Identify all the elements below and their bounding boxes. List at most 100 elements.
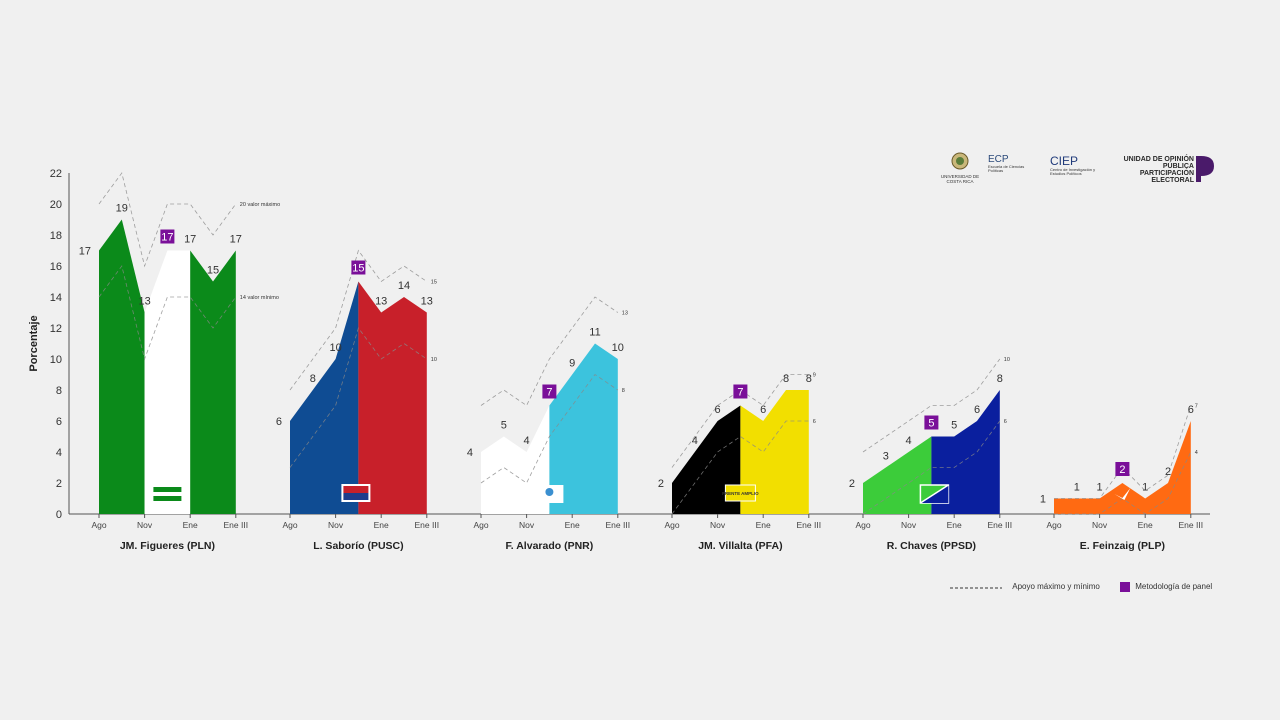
- x-tick-label: Ago: [664, 520, 679, 530]
- panel-marker: [542, 384, 557, 399]
- y-axis-title: Porcentaje: [28, 315, 40, 371]
- value-label: 6: [1188, 404, 1194, 416]
- max-end-label: 9: [813, 373, 816, 379]
- uop-logo-line2: PARTICIPACIÓN ELECTORAL: [1139, 170, 1194, 184]
- x-tick-label: Ene: [756, 520, 771, 530]
- y-tick-label: 10: [50, 354, 62, 366]
- value-label: 15: [207, 265, 219, 277]
- value-label: 5: [951, 420, 957, 432]
- pusc-flag-icon: [343, 493, 369, 500]
- candidate-label: E. Feinzaig (PLP): [1080, 540, 1165, 552]
- pfa-logo-text: FRENTE AMPLIO: [722, 491, 759, 496]
- value-label: 5: [501, 420, 507, 432]
- x-tick-label: Ene: [374, 520, 389, 530]
- value-label: 8: [310, 373, 316, 385]
- legend-panel-swatch: [1120, 582, 1130, 592]
- x-tick-label: Ene: [183, 520, 198, 530]
- area-segment: [99, 219, 145, 514]
- value-label: 10: [329, 342, 341, 354]
- legend-panel: Metodología de panel: [1120, 582, 1212, 592]
- min-end-label: 6: [813, 419, 816, 425]
- min-support-line: [671, 420, 809, 515]
- max-support-line: [862, 358, 1001, 453]
- min-end-label: 10: [431, 357, 437, 363]
- value-label: 10: [612, 342, 624, 354]
- value-label: 4: [467, 447, 473, 459]
- ppsd-flag-icon: [919, 484, 949, 504]
- min-support-line: [862, 420, 1001, 515]
- ucr-logo-text: UNIVERSIDAD DE COSTA RICA: [940, 174, 980, 184]
- y-tick-label: 4: [56, 447, 62, 459]
- area-segment: [1054, 421, 1191, 514]
- y-tick-label: 18: [50, 230, 62, 242]
- candidate-label: JM. Figueres (PLN): [120, 540, 215, 552]
- y-tick-label: 20: [50, 199, 62, 211]
- panel-marker: [924, 415, 939, 430]
- min-end-label: 6: [1004, 419, 1007, 425]
- x-tick-label: Nov: [328, 520, 344, 530]
- x-tick-label: Ene III: [606, 520, 631, 530]
- ciep-logo-subtitle: Centro de Investigación y Estudios Polít…: [1050, 167, 1096, 177]
- min-support-line: [480, 373, 619, 484]
- x-tick-label: Ago: [473, 520, 488, 530]
- value-label: 15: [352, 263, 364, 275]
- value-label: 3: [883, 451, 889, 463]
- value-label: 6: [715, 404, 721, 416]
- ciep-logo: CIEP Centro de Investigación y Estudios …: [1050, 154, 1100, 177]
- value-label: 17: [79, 246, 91, 258]
- area-segment: [290, 281, 359, 514]
- x-tick-label: Ago: [1046, 520, 1061, 530]
- legend-panel-label: Metodología de panel: [1135, 582, 1213, 592]
- x-tick-label: Ago: [855, 520, 870, 530]
- value-label: 7: [737, 387, 743, 399]
- min-end-label: 4: [1195, 450, 1198, 456]
- value-label: 1: [1097, 482, 1103, 494]
- candidate-label: F. Alvarado (PNR): [506, 540, 594, 552]
- pfa-logo-icon: [724, 484, 756, 502]
- panel-marker: [733, 384, 748, 399]
- area-segment: [931, 390, 1000, 514]
- pln-flag-icon: [153, 496, 182, 501]
- candidate-label: JM. Villalta (PFA): [698, 540, 782, 552]
- max-end-label: 13: [622, 311, 628, 317]
- x-tick-label: Nov: [901, 520, 917, 530]
- min-end-label: 8: [622, 388, 625, 394]
- value-label: 6: [760, 404, 766, 416]
- x-tick-label: Nov: [710, 520, 726, 530]
- x-tick-label: Nov: [519, 520, 535, 530]
- value-label: 17: [161, 232, 173, 244]
- candidate-label: R. Chaves (PPSD): [887, 540, 976, 552]
- value-label: 8: [783, 373, 789, 385]
- x-tick-label: Ene: [1138, 520, 1153, 530]
- x-tick-label: Ene III: [1179, 520, 1204, 530]
- value-label: 6: [276, 416, 282, 428]
- institution-logos: UNIVERSIDAD DE COSTA RICA ECP Escuela de…: [938, 150, 1218, 186]
- max-support-line: [671, 374, 809, 468]
- x-tick-label: Nov: [1092, 520, 1108, 530]
- value-label: 2: [1119, 464, 1125, 476]
- plp-bird-icon: [1114, 488, 1131, 500]
- value-label: 17: [184, 234, 196, 246]
- legend-dash-icon: [950, 587, 1002, 589]
- value-label: 4: [524, 435, 530, 447]
- value-label: 7: [546, 387, 552, 399]
- x-tick-label: Ene: [565, 520, 580, 530]
- ciep-logo-title: CIEP: [1050, 154, 1079, 168]
- candidate-label: L. Saborío (PUSC): [313, 540, 403, 552]
- pln-flag-icon: [153, 487, 182, 492]
- value-label: 6: [974, 404, 980, 416]
- max-end-label: 7: [1195, 404, 1198, 410]
- min-support-line: [98, 265, 237, 361]
- value-label: 17: [230, 234, 242, 246]
- ucr-seal-icon: [951, 152, 969, 170]
- x-tick-label: Ene III: [224, 520, 249, 530]
- value-label: 13: [375, 296, 387, 308]
- ucr-logo: UNIVERSIDAD DE COSTA RICA: [940, 152, 980, 185]
- area-segment: [549, 343, 618, 514]
- x-tick-label: Ene III: [988, 520, 1013, 530]
- legend-range: Apoyo máximo y mínimo: [950, 582, 1100, 592]
- y-tick-label: 8: [56, 385, 62, 397]
- y-tick-label: 2: [56, 478, 62, 490]
- value-label: 13: [421, 296, 433, 308]
